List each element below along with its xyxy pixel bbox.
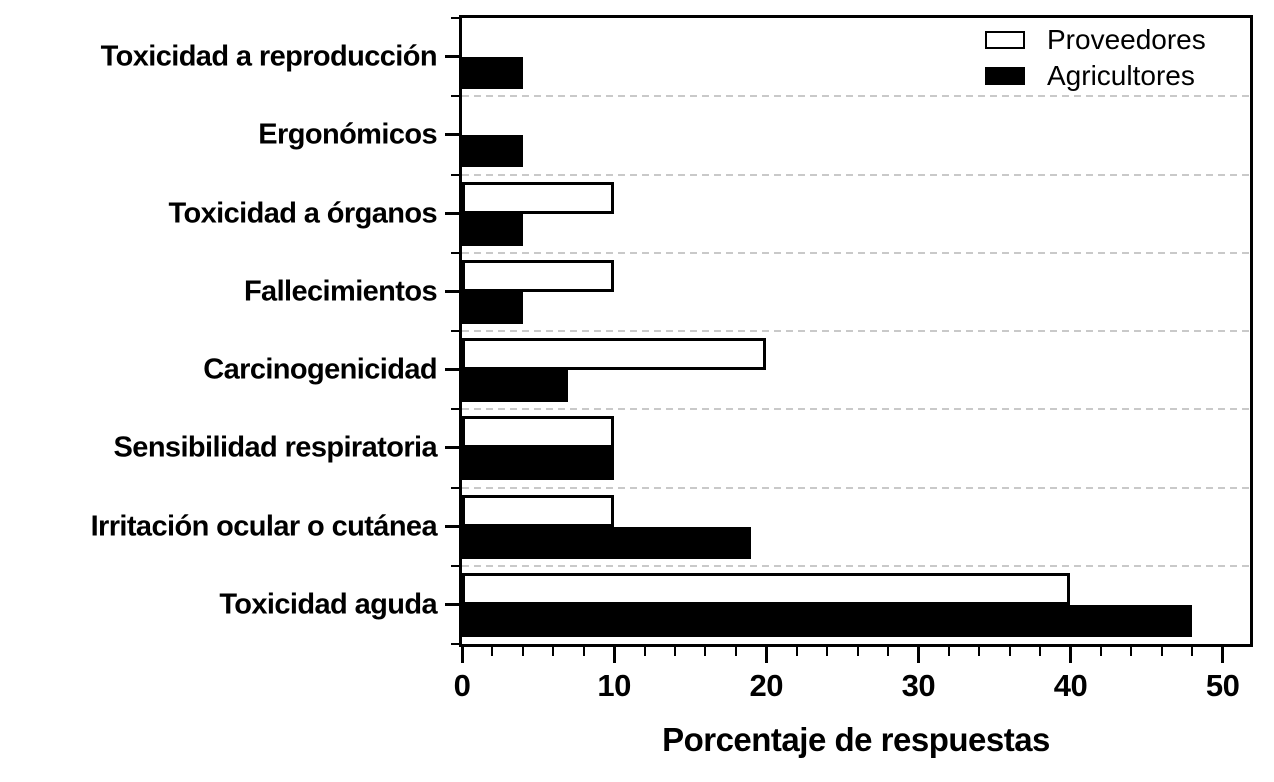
y-axis-tick — [445, 368, 459, 372]
category-label: Carcinogenicidad — [203, 353, 437, 386]
category-label: Toxicidad a órganos — [168, 197, 438, 230]
y-axis-tick — [445, 524, 459, 528]
bar-agricultores-ergonomicos — [462, 135, 523, 168]
bar-proveedores-sensibilidad-respiratoria — [462, 416, 614, 449]
legend-row: Agricultores — [985, 58, 1206, 94]
x-axis-minor-tick — [491, 647, 494, 656]
category-label: Ergonómicos — [258, 118, 437, 151]
bar-proveedores-fallecimientos — [462, 259, 614, 292]
bar-agricultores-irritacion-ocular-o-cutanea — [462, 526, 751, 559]
x-axis-minor-tick — [734, 647, 737, 656]
y-axis-tick — [445, 133, 459, 137]
x-axis-minor-tick — [886, 647, 889, 656]
gridline — [462, 486, 1250, 489]
grid-layer — [462, 18, 1250, 644]
y-axis-tick — [445, 446, 459, 450]
bar-proveedores-carcinogenicidad — [462, 338, 766, 371]
x-axis-minor-tick — [1130, 647, 1133, 656]
x-axis-minor-tick — [826, 647, 829, 656]
x-axis-tick-label: 40 — [1053, 668, 1088, 703]
x-axis-minor-tick — [1008, 647, 1011, 656]
legend-label: Proveedores — [1047, 24, 1206, 55]
y-axis-tick — [445, 602, 459, 606]
legend-row: Proveedores — [985, 22, 1206, 58]
y-axis-tick — [445, 55, 459, 59]
bar-agricultores-sensibilidad-respiratoria — [462, 448, 614, 481]
x-axis-tick-label: 50 — [1205, 668, 1240, 703]
y-axis-tick — [445, 211, 459, 215]
bar-agricultores-carcinogenicidad — [462, 370, 568, 403]
bar-proveedores-toxicidad-a-organos — [462, 181, 614, 214]
y-axis-minor-tick — [451, 95, 459, 98]
x-axis-minor-tick — [1191, 647, 1194, 656]
bar-agricultores-toxicidad-a-organos — [462, 213, 523, 246]
bar-agricultores-toxicidad-a-reproduccion — [462, 57, 523, 90]
x-axis-tick-label: 20 — [749, 668, 783, 703]
x-axis-tick — [612, 647, 616, 663]
x-axis-minor-tick — [704, 647, 707, 656]
gridline — [462, 330, 1250, 332]
x-axis-minor-tick — [521, 647, 524, 656]
y-axis-minor-tick — [451, 251, 459, 254]
x-axis-minor-tick — [552, 647, 555, 656]
x-axis-tick — [916, 647, 920, 663]
y-axis-minor-tick — [451, 408, 459, 411]
bar-agricultores-fallecimientos — [462, 291, 523, 324]
x-axis-minor-tick — [582, 647, 585, 656]
x-axis-tick — [1221, 647, 1225, 663]
category-label: Irritación ocular o cutánea — [90, 510, 438, 543]
bar-proveedores-toxicidad-aguda — [462, 572, 1070, 605]
legend: Proveedores Agricultores — [985, 22, 1206, 94]
gridline — [462, 408, 1250, 411]
legend-swatch-proveedores — [985, 31, 1025, 49]
category-label: Sensibilidad respiratoria — [113, 431, 438, 464]
gridline — [462, 251, 1250, 254]
plot-area — [459, 15, 1253, 647]
category-label: Toxicidad a reproducción — [100, 40, 438, 73]
x-axis-tick — [764, 647, 768, 663]
bar-agricultores-toxicidad-aguda — [462, 604, 1192, 637]
category-label: Fallecimientos — [243, 275, 438, 308]
x-axis-minor-tick — [643, 647, 646, 656]
y-axis-minor-tick — [451, 330, 459, 332]
gridline — [462, 564, 1250, 567]
y-axis-minor-tick — [451, 486, 459, 489]
y-axis-minor-tick — [451, 173, 459, 176]
gridline — [462, 95, 1250, 98]
x-axis-tick-label: 30 — [901, 668, 936, 703]
y-axis-minor-tick — [451, 564, 459, 567]
y-axis-minor-tick — [451, 643, 459, 645]
y-axis-tick — [445, 289, 459, 293]
x-axis-minor-tick — [947, 647, 950, 656]
x-axis-tick — [460, 647, 464, 663]
x-axis-minor-tick — [1039, 647, 1042, 656]
x-axis-minor-tick — [795, 647, 798, 656]
x-axis-minor-tick — [1160, 647, 1163, 656]
x-axis-tick-label: 10 — [597, 668, 631, 703]
legend-swatch-agricultores — [985, 67, 1025, 85]
x-axis-tick — [1068, 647, 1072, 663]
x-axis-title: Porcentaje de respuestas — [662, 721, 1050, 758]
x-axis-minor-tick — [978, 647, 981, 656]
x-axis-minor-tick — [1099, 647, 1102, 656]
bar-proveedores-irritacion-ocular-o-cutanea — [462, 494, 614, 527]
legend-label: Agricultores — [1047, 60, 1195, 91]
y-axis-minor-tick — [451, 17, 459, 19]
gridline — [462, 173, 1250, 176]
x-axis-tick-label: 0 — [453, 668, 471, 703]
category-label: Toxicidad aguda — [219, 588, 437, 621]
x-axis-minor-tick — [673, 647, 676, 656]
x-axis-minor-tick — [856, 647, 859, 656]
bars-layer — [462, 18, 1250, 644]
